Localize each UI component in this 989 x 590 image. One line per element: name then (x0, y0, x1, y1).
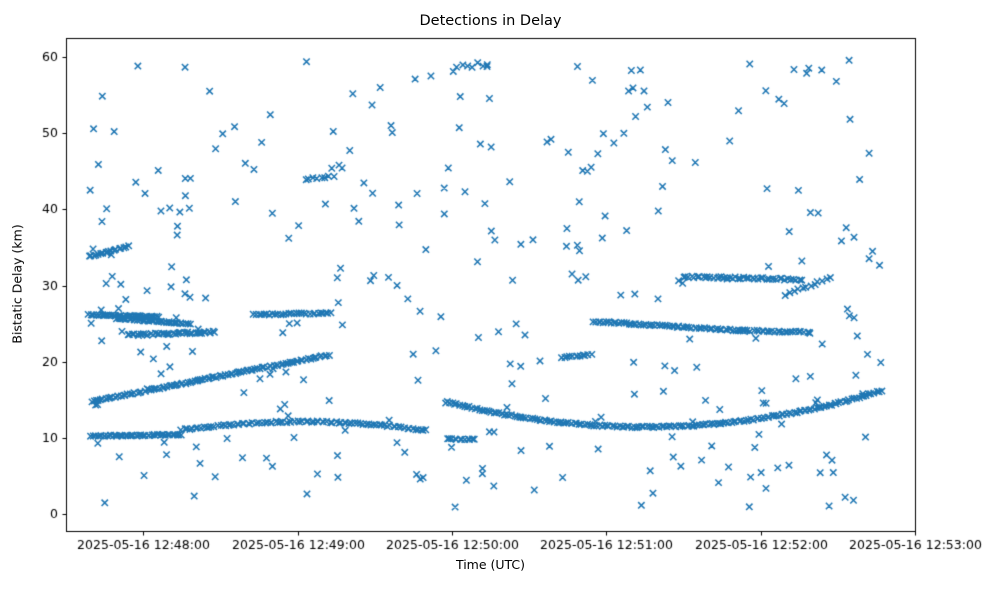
y-axis-label: Bistatic Delay (km) (9, 224, 25, 344)
x-axis-label: Time (UTC) (455, 557, 526, 572)
chart-title: Detections in Delay (419, 13, 562, 29)
